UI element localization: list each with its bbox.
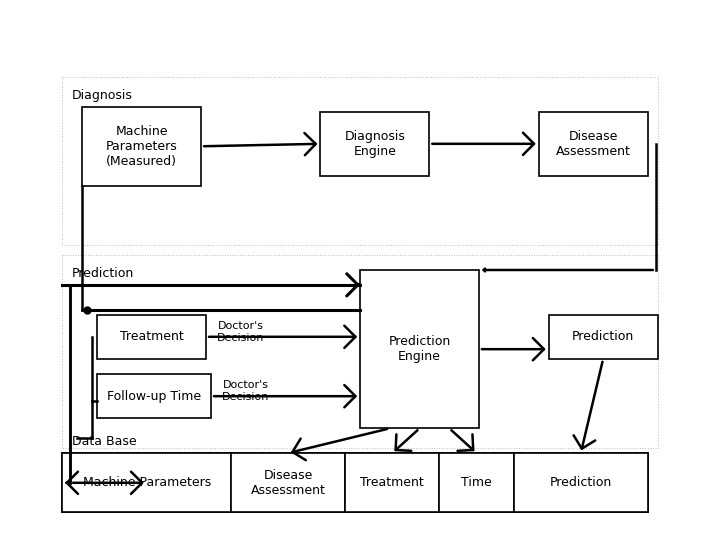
Text: Machine Parameters: Machine Parameters (83, 476, 211, 489)
Text: Time: Time (462, 476, 492, 489)
Bar (360, 270, 479, 428)
Text: Doctor's
Decision: Doctor's Decision (222, 381, 269, 402)
Bar (63, 453, 231, 512)
Text: Prediction
Engine: Prediction Engine (388, 335, 451, 363)
Bar (439, 453, 514, 512)
Text: Prediction: Prediction (572, 330, 634, 343)
Text: Treatment: Treatment (120, 330, 184, 343)
Bar (320, 112, 429, 176)
Text: Disease
Assessment: Disease Assessment (556, 130, 631, 158)
Text: Machine
Parameters
(Measured): Machine Parameters (Measured) (106, 125, 178, 168)
Text: Treatment: Treatment (361, 476, 424, 489)
Bar (549, 314, 657, 359)
Text: Disease
Assessment: Disease Assessment (251, 469, 325, 497)
Bar (97, 374, 211, 418)
Bar (539, 112, 648, 176)
Text: Prediction: Prediction (72, 267, 135, 280)
Bar (63, 255, 657, 448)
Text: Diagnosis
Engine: Diagnosis Engine (344, 130, 405, 158)
Bar (231, 453, 345, 512)
Text: Doctor's
Decision: Doctor's Decision (217, 321, 265, 343)
Text: Prediction: Prediction (549, 476, 612, 489)
Bar (82, 107, 201, 186)
Bar (63, 453, 648, 512)
Text: Data Base: Data Base (72, 435, 137, 448)
Text: Diagnosis: Diagnosis (72, 89, 133, 102)
Bar (97, 314, 206, 359)
Bar (345, 453, 439, 512)
Bar (63, 77, 657, 245)
Text: Follow-up Time: Follow-up Time (107, 390, 201, 403)
Bar (514, 453, 648, 512)
